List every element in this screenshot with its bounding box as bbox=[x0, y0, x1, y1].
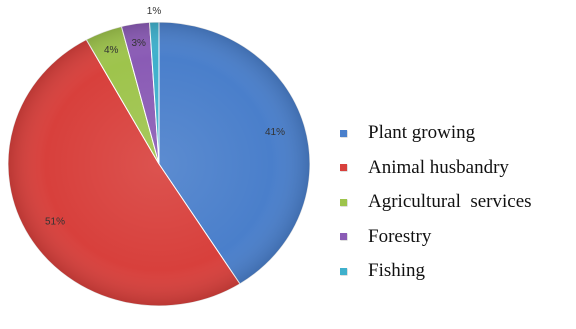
legend-item-animal-husbandry: Animal husbandry bbox=[340, 151, 532, 186]
legend-label-animal-husbandry: Animal husbandry bbox=[368, 156, 509, 178]
legend-label-fishing: Fishing bbox=[368, 260, 426, 282]
legend-swatch-plant-growing bbox=[340, 129, 347, 137]
data-label-plant-growing: 41% bbox=[265, 127, 285, 138]
chart-legend: Plant growing Animal husbandry Agricultu… bbox=[340, 116, 532, 289]
legend-item-fishing: Fishing bbox=[340, 254, 532, 289]
legend-item-plant-growing: Plant growing bbox=[340, 116, 532, 151]
legend-label-plant-growing: Plant growing bbox=[368, 122, 476, 144]
data-label-fishing: 1% bbox=[147, 6, 162, 17]
legend-swatch-fishing bbox=[340, 267, 347, 275]
data-label-forestry: 3% bbox=[131, 38, 146, 49]
legend-swatch-animal-husbandry bbox=[340, 164, 347, 172]
legend-swatch-forestry bbox=[340, 233, 347, 241]
legend-swatch-agricultural-services bbox=[340, 198, 347, 206]
data-label-agricultural-services: 4% bbox=[104, 45, 119, 56]
pie-plot-area: 41% 51% 4% 3% 1% bbox=[7, 6, 311, 307]
legend-item-forestry: Forestry bbox=[340, 220, 532, 255]
legend-label-agricultural-services: Agricultural services bbox=[368, 191, 532, 213]
legend-item-agricultural-services: Agricultural services bbox=[340, 185, 532, 220]
legend-label-forestry: Forestry bbox=[368, 225, 432, 247]
data-label-animal-husbandry: 51% bbox=[45, 216, 65, 227]
